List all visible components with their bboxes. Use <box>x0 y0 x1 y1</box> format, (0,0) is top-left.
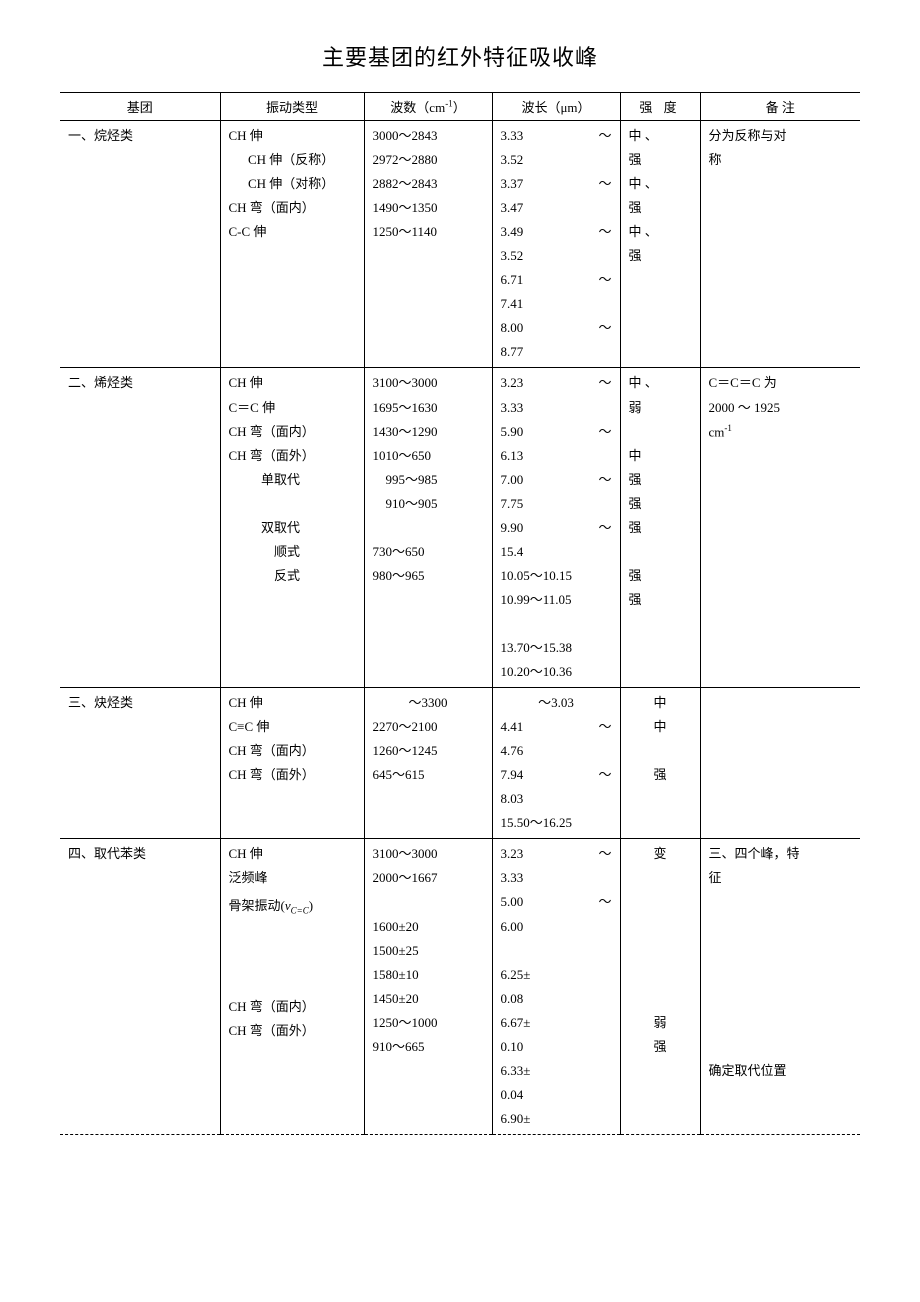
wavelength-cell: ～3.03 4.41～ 4.76 7.94～ 8.03 15.50～16.25 <box>492 688 620 839</box>
vibration-cell: CH 伸 CH 伸（反称） CH 伸（对称） CH 弯（面内） C-C 伸 <box>220 121 364 368</box>
table-row: 一、烷烃类 CH 伸 CH 伸（反称） CH 伸（对称） CH 弯（面内） C-… <box>60 121 860 368</box>
header-row: 基团 振动类型 波数（cm-1） 波长（μm） 强 度 备 注 <box>60 93 860 121</box>
wavenumber-cell: 3000～2843 2972～2880 2882～2843 1490～1350 … <box>364 121 492 368</box>
col-wavenumber: 波数（cm-1） <box>364 93 492 121</box>
group-cell: 三、炔烃类 <box>60 688 220 839</box>
group-cell: 二、烯烃类 <box>60 368 220 688</box>
intensity-cell: 中 中 强 <box>620 688 700 839</box>
wavelength-cell: 3.23～ 3.33 5.90～ 6.13 7.00～ 7.75 9.90～ 1… <box>492 368 620 688</box>
vibration-cell: CH 伸 C≡C 伸 CH 弯（面内） CH 弯（面外） <box>220 688 364 839</box>
group-cell: 四、取代苯类 <box>60 839 220 1135</box>
col-group: 基团 <box>60 93 220 121</box>
col-vibration: 振动类型 <box>220 93 364 121</box>
vibration-cell: CH 伸 C＝C 伸 CH 弯（面内） CH 弯（面外） 单取代 双取代 顺式 … <box>220 368 364 688</box>
wavenumber-cell: 3100～3000 2000～1667 1600±20 1500±25 1580… <box>364 839 492 1135</box>
note-cell <box>700 688 860 839</box>
intensity-cell: 变 弱 强 <box>620 839 700 1135</box>
col-intensity: 强 度 <box>620 93 700 121</box>
wavenumber-cell: 3100～3000 1695～1630 1430～1290 1010～650 9… <box>364 368 492 688</box>
col-note: 备 注 <box>700 93 860 121</box>
note-cell: C＝C＝C 为 2000 ～ 1925 cm-1 <box>700 368 860 688</box>
col-wavelength: 波长（μm） <box>492 93 620 121</box>
page-title: 主要基团的红外特征吸收峰 <box>60 40 860 72</box>
intensity-cell: 中 、 强 中 、 强 中 、 强 <box>620 121 700 368</box>
table-row: 四、取代苯类 CH 伸 泛频峰 骨架振动(νC=C) CH 弯（面内） CH 弯… <box>60 839 860 1135</box>
wavelength-cell: 3.33～ 3.52 3.37～ 3.47 3.49～ 3.52 6.71～ 7… <box>492 121 620 368</box>
table-row: 二、烯烃类 CH 伸 C＝C 伸 CH 弯（面内） CH 弯（面外） 单取代 双… <box>60 368 860 688</box>
intensity-cell: 中 、 弱 中 强 强 强 强 强 <box>620 368 700 688</box>
group-cell: 一、烷烃类 <box>60 121 220 368</box>
table-row: 三、炔烃类 CH 伸 C≡C 伸 CH 弯（面内） CH 弯（面外） ～3300… <box>60 688 860 839</box>
vibration-cell: CH 伸 泛频峰 骨架振动(νC=C) CH 弯（面内） CH 弯（面外） <box>220 839 364 1135</box>
note-cell: 三、四个峰，特 征 确定取代位置 <box>700 839 860 1135</box>
ir-table: 基团 振动类型 波数（cm-1） 波长（μm） 强 度 备 注 一、烷烃类 CH… <box>60 92 860 1135</box>
wavelength-cell: 3.23～ 3.33 5.00～ 6.00 6.25± 0.08 6.67± 0… <box>492 839 620 1135</box>
wavenumber-cell: ～3300 2270～2100 1260～1245 645～615 <box>364 688 492 839</box>
note-cell: 分为反称与对 称 <box>700 121 860 368</box>
